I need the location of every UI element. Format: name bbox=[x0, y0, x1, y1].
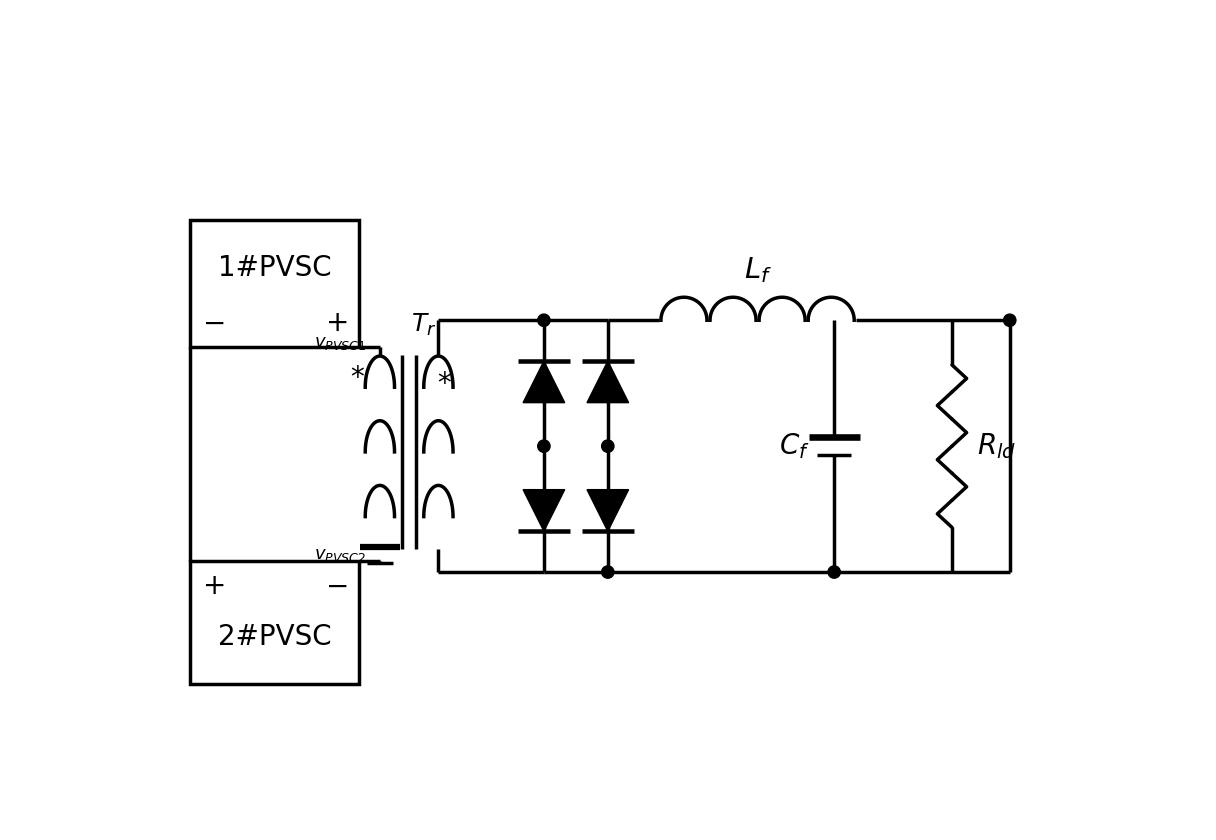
Circle shape bbox=[537, 314, 550, 327]
Text: *: * bbox=[438, 370, 451, 398]
Text: *: * bbox=[350, 364, 364, 392]
Text: $+$: $+$ bbox=[325, 308, 348, 337]
Circle shape bbox=[602, 566, 614, 578]
Text: $L_f$: $L_f$ bbox=[744, 255, 771, 285]
Polygon shape bbox=[587, 490, 629, 531]
Text: $-$: $-$ bbox=[325, 572, 348, 600]
Circle shape bbox=[1003, 314, 1015, 327]
Text: $v_{PVSC1}$: $v_{PVSC1}$ bbox=[314, 334, 366, 352]
Text: $-$: $-$ bbox=[202, 308, 224, 337]
Text: $R_{ld}$: $R_{ld}$ bbox=[976, 431, 1015, 461]
Text: 2#PVSC: 2#PVSC bbox=[218, 622, 331, 651]
Circle shape bbox=[537, 440, 550, 452]
Text: $+$: $+$ bbox=[202, 572, 224, 600]
Circle shape bbox=[828, 566, 840, 578]
Polygon shape bbox=[523, 361, 564, 402]
Polygon shape bbox=[587, 361, 629, 402]
Polygon shape bbox=[523, 490, 564, 531]
Circle shape bbox=[602, 440, 614, 452]
Text: $T_r$: $T_r$ bbox=[411, 312, 437, 338]
Text: $C_f$: $C_f$ bbox=[778, 431, 810, 461]
Text: 1#PVSC: 1#PVSC bbox=[218, 255, 331, 282]
Text: $v_{PVSC2}$: $v_{PVSC2}$ bbox=[314, 546, 366, 564]
